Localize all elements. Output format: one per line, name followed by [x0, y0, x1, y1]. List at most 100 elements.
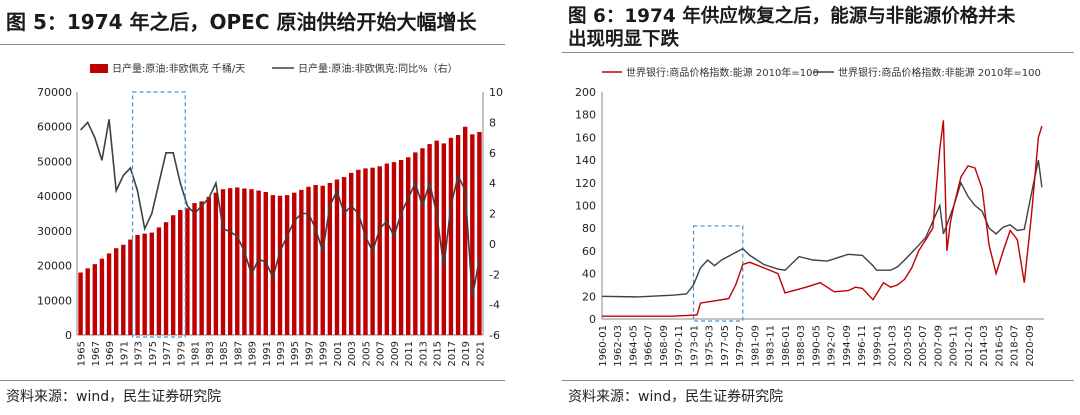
fig5-y-left-tick: 50000 — [37, 155, 72, 168]
fig5-x-tick: 2009 — [390, 341, 401, 366]
fig6-x-tick: 2001-03 — [888, 325, 899, 367]
fig5-bar — [356, 169, 361, 335]
fig5-x-tick: 1967 — [91, 341, 102, 366]
fig5-x-tick: 1985 — [219, 341, 230, 366]
fig5-bar — [391, 162, 397, 335]
fig5-bar — [113, 248, 119, 335]
fig6-x-tick: 1960-01 — [598, 325, 609, 367]
fig5-y-right-tick: 10 — [489, 86, 503, 99]
fig6-x-tick: 1962-03 — [613, 325, 624, 367]
fig5-bar — [384, 163, 390, 335]
fig5-y-right-tick: 8 — [489, 116, 496, 129]
fig5-bar — [363, 168, 368, 335]
fig6-title-rule — [562, 52, 1074, 53]
fig5-chart: 日产量:原油:非欧佩克 千桶/天 日产量:原油:非欧佩克:同比%（右） 0 10000… — [37, 62, 503, 366]
fig5-bar — [135, 235, 140, 335]
fig5-y-right-tick: -2 — [489, 268, 500, 281]
fig5-bar — [249, 189, 254, 335]
fig5-bar — [85, 268, 90, 335]
fig5-y-right-tick: 2 — [489, 208, 496, 221]
fig5-x-tick: 2005 — [361, 341, 372, 366]
fig6-y-tick: 100 — [575, 200, 596, 213]
fig5-bar — [256, 190, 261, 335]
fig6-source-rule — [562, 380, 1074, 381]
fig5-bar — [284, 195, 290, 335]
fig5-y-left-tick: 20000 — [37, 260, 72, 273]
fig6-title-line1: 图 6：1974 年供应恢复之后，能源与非能源价格并未 — [568, 6, 1016, 27]
fig6-x-tick: 1988-03 — [796, 325, 807, 367]
fig5-bar — [441, 143, 447, 335]
fig5-legend-line-label: 日产量:原油:非欧佩克:同比%（右） — [298, 62, 458, 75]
fig5-y-right-tick: 4 — [489, 177, 496, 190]
fig5-x-tick: 1981 — [191, 341, 202, 366]
fig5-x-tick: 2003 — [347, 341, 358, 366]
fig5-x-tick: 1989 — [248, 341, 259, 366]
fig5-bar — [477, 131, 482, 335]
fig6-nonenergy-line — [601, 159, 1043, 298]
fig5-legend-bar-swatch — [90, 64, 108, 73]
fig5-x-tick: 1975 — [148, 341, 159, 366]
fig5-bar — [434, 140, 439, 335]
fig6-x-tick: 2005-07 — [918, 325, 929, 367]
fig5-bar — [199, 201, 204, 335]
fig5-bar — [320, 185, 325, 335]
fig5-bar — [156, 227, 162, 335]
fig6-y-tick: 200 — [575, 86, 596, 99]
fig6-x-tick: 2014-03 — [979, 325, 990, 367]
fig5-bar — [427, 144, 432, 335]
fig5-bar — [213, 192, 219, 335]
fig5-y-right-tick: 6 — [489, 147, 496, 160]
fig5-yoy-line — [80, 119, 481, 298]
fig5-y-left-tick: 40000 — [37, 190, 72, 203]
fig5-x-tick: 1965 — [77, 341, 88, 366]
fig6-chart: 世界银行:商品价格指数:能源 2010年=100 世界银行:商品价格指数:非能源 … — [575, 66, 1044, 367]
fig5-y-left-tick: 60000 — [37, 121, 72, 134]
fig6-x-tick: 1994-09 — [842, 325, 853, 367]
fig5-bar — [406, 157, 411, 335]
fig5-bar — [149, 232, 154, 335]
fig6-x-tick: 1990-05 — [811, 325, 822, 367]
fig5-x-tick: 1993 — [276, 341, 287, 366]
fig5-bar — [92, 264, 98, 335]
fig5-y-left-tick: 10000 — [37, 294, 72, 307]
fig5-x-tick: 2021 — [475, 341, 486, 366]
fig6-x-tick: 2009-11 — [949, 325, 960, 367]
fig5-bar — [377, 166, 382, 335]
fig5-x-tick: 1971 — [119, 341, 130, 366]
fig5-x-tick: 1983 — [205, 341, 216, 366]
fig5-bar — [455, 135, 461, 335]
fig6-y-tick: 140 — [575, 154, 596, 167]
fig6-x-tick: 1999-01 — [872, 325, 883, 367]
fig5-source-rule — [0, 380, 505, 381]
fig5-bar — [270, 195, 276, 335]
fig6-x-tick: 2020-09 — [1025, 325, 1036, 367]
fig5-x-tick: 2001 — [333, 341, 344, 366]
fig5-title-rule — [0, 44, 505, 45]
fig6-highlight-box — [692, 225, 744, 322]
fig5-y-left-tick: 70000 — [37, 86, 72, 99]
fig5-x-tick: 1999 — [319, 341, 330, 366]
fig5-bar — [142, 233, 147, 335]
fig5-source: 资料来源：wind，民生证券研究院 — [6, 389, 222, 405]
fig5-bar — [334, 179, 340, 335]
fig6-y-tick: 80 — [582, 222, 596, 235]
fig6-x-tick: 1981-09 — [750, 325, 761, 367]
fig5-x-tick: 2013 — [418, 341, 429, 366]
fig5-x-tick: 2015 — [433, 341, 444, 366]
fig5-bar — [277, 195, 283, 335]
fig5-bar — [242, 188, 247, 335]
fig6-title-line2: 出现明显下跌 — [568, 29, 680, 50]
fig5-x-tick: 2019 — [461, 341, 472, 366]
fig5-x-tick: 2007 — [376, 341, 387, 366]
fig6-x-tick: 1970-11 — [674, 325, 685, 367]
fig5-y-left-tick: 30000 — [37, 225, 72, 238]
fig5-bar — [413, 152, 418, 335]
fig6-y-tick: 60 — [582, 245, 596, 258]
fig6-x-tick: 1992-07 — [827, 325, 838, 367]
fig5-bar — [313, 185, 318, 335]
fig6-x-tick: 2016-05 — [994, 325, 1005, 367]
right-panel: 图 6：1974 年供应恢复之后，能源与非能源价格并未 出现明显下跌 世界银行:… — [562, 0, 1080, 415]
fig5-bar — [178, 210, 183, 335]
fig5-bar — [227, 188, 233, 335]
fig5-x-tick: 1977 — [162, 341, 173, 366]
